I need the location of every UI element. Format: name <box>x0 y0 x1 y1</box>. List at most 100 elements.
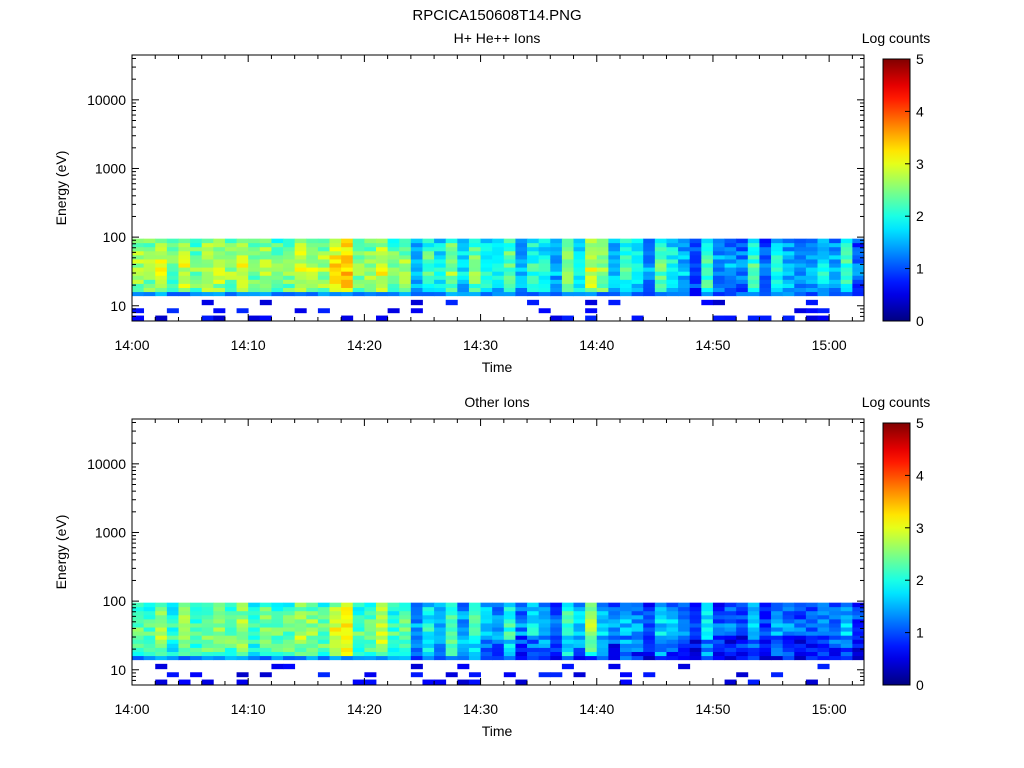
heatmap-cell <box>852 238 865 244</box>
heatmap-cell <box>805 299 818 306</box>
heatmap-cell <box>143 639 156 644</box>
heatmap-cell <box>376 635 389 640</box>
heatmap-cell <box>213 655 226 661</box>
heatmap-cell <box>527 259 540 264</box>
heatmap-cell <box>457 263 470 268</box>
figure-title: RPCICA150608T14.PNG <box>412 7 581 24</box>
heatmap-cell <box>190 238 203 244</box>
heatmap-cell <box>143 655 156 661</box>
heatmap-cell <box>840 271 853 276</box>
heatmap-cell <box>817 238 830 244</box>
heatmap-cell <box>736 655 749 661</box>
heatmap-cell <box>503 651 516 657</box>
heatmap-cell <box>829 275 842 280</box>
heatmap-cell <box>759 631 772 636</box>
heatmap-cell <box>631 238 644 244</box>
heatmap-cell <box>596 279 609 284</box>
heatmap-cell <box>434 291 447 297</box>
heatmap-cell <box>143 618 156 624</box>
heatmap-cell <box>132 238 145 244</box>
heatmap-cell <box>341 651 354 657</box>
heatmap-cell <box>631 250 644 256</box>
heatmap-cell <box>585 271 598 276</box>
heatmap-cell <box>654 283 667 288</box>
heatmap-cell <box>283 242 296 248</box>
heatmap-cell <box>213 618 226 624</box>
heatmap-cell <box>515 627 528 632</box>
heatmap-cell <box>283 267 296 272</box>
heatmap-cell <box>654 635 667 640</box>
heatmap-cell <box>805 606 818 612</box>
heatmap-cell <box>341 606 354 612</box>
heatmap-cell <box>654 627 667 632</box>
heatmap-cell <box>666 614 679 620</box>
heatmap-cell <box>678 263 691 268</box>
heatmap-cell <box>143 267 156 272</box>
heatmap-cell <box>678 271 691 276</box>
heatmap-cell <box>747 259 760 264</box>
heatmap-cell <box>561 263 574 268</box>
heatmap-cell <box>666 275 679 280</box>
heatmap-cell <box>329 246 342 252</box>
heatmap-cell <box>817 275 830 280</box>
heatmap-cell <box>840 647 853 652</box>
heatmap-cell <box>283 263 296 268</box>
x-tick-label: 14:20 <box>347 337 382 353</box>
heatmap-cell <box>782 246 795 252</box>
heatmap-cell <box>480 635 493 640</box>
heatmap-cell <box>457 679 470 685</box>
heatmap-cell <box>166 242 179 248</box>
heatmap-cell <box>550 238 563 244</box>
heatmap-cell <box>457 635 470 640</box>
heatmap-cell <box>376 259 389 264</box>
heatmap-cell <box>201 242 214 248</box>
heatmap-cell <box>457 618 470 624</box>
heatmap-cell <box>608 623 621 628</box>
heatmap-cell <box>329 627 342 632</box>
heatmap-cell <box>550 287 563 293</box>
heatmap-cell <box>364 631 377 636</box>
heatmap-cell <box>840 618 853 624</box>
heatmap-cell <box>840 655 853 661</box>
heatmap-cell <box>712 614 725 620</box>
heatmap-cell <box>829 254 842 260</box>
heatmap-cell <box>585 602 598 608</box>
heatmap-cell <box>550 279 563 284</box>
heatmap-cell <box>201 647 214 652</box>
heatmap-cell <box>840 246 853 252</box>
heatmap-cell <box>317 623 330 628</box>
heatmap-cell <box>805 679 818 685</box>
heatmap-cell <box>840 631 853 636</box>
heatmap-cell <box>236 259 249 264</box>
heatmap-cell <box>852 610 865 616</box>
heatmap-cell <box>201 275 214 280</box>
heatmap-cell <box>224 647 237 652</box>
heatmap-cell <box>434 271 447 276</box>
heatmap-cell <box>410 279 423 284</box>
heatmap-cell <box>445 672 458 678</box>
heatmap-cell <box>224 250 237 256</box>
heatmap-cell <box>503 606 516 612</box>
heatmap-cell <box>143 631 156 636</box>
heatmap-cell <box>573 614 586 620</box>
heatmap-cell <box>829 606 842 612</box>
heatmap-cell <box>132 627 145 632</box>
heatmap-cell <box>259 291 272 297</box>
heatmap-cell <box>201 610 214 616</box>
heatmap-cell <box>620 627 633 632</box>
heatmap-cell <box>434 254 447 260</box>
heatmap-cell <box>596 647 609 652</box>
heatmap-cell <box>364 635 377 640</box>
heatmap-cell <box>294 238 307 244</box>
heatmap-cell <box>364 267 377 272</box>
heatmap-cell <box>364 655 377 661</box>
heatmap-cell <box>143 250 156 256</box>
heatmap-cell <box>805 618 818 624</box>
heatmap-cell <box>422 655 435 661</box>
heatmap-cell <box>352 635 365 640</box>
heatmap-cell <box>829 242 842 248</box>
heatmap-cell <box>248 655 261 661</box>
heatmap-cell <box>155 315 168 321</box>
heatmap-cell <box>503 643 516 648</box>
heatmap-cell <box>283 238 296 244</box>
